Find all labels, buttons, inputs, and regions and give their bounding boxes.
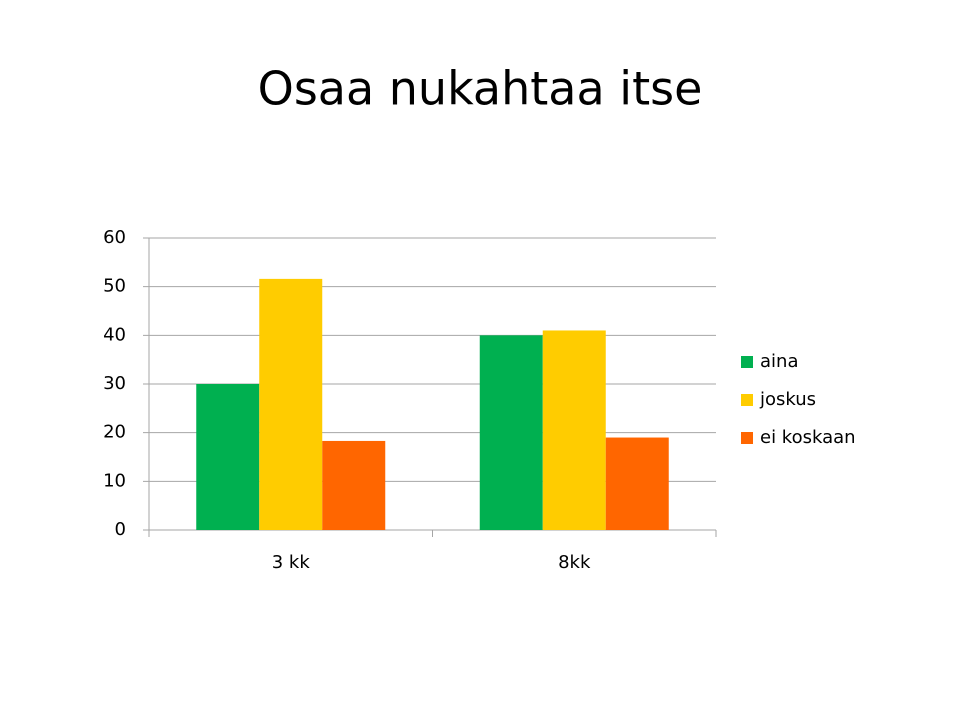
bar [479,335,543,530]
bar [605,437,669,530]
bar [322,440,386,530]
legend-label: joskus [759,389,816,410]
y-tick-label: 10 [103,470,126,491]
legend-label: aina [760,351,798,372]
y-tick-label: 40 [103,324,126,345]
y-tick-label: 20 [103,422,126,443]
y-tick-label: 50 [103,276,126,297]
x-tick-label: 8kk [558,552,591,573]
legend-swatch [741,432,753,444]
x-tick-label: 3 kk [272,552,311,573]
legend-swatch [741,394,753,406]
bar [542,330,606,530]
y-tick-label: 30 [103,373,126,394]
legend-swatch [741,356,753,368]
chart-title: Osaa nukahtaa itse [258,62,703,116]
y-tick-label: 0 [115,519,126,540]
bar [196,384,260,530]
legend-label: ei koskaan [760,427,856,448]
bar [259,278,323,530]
y-tick-label: 60 [103,227,126,248]
